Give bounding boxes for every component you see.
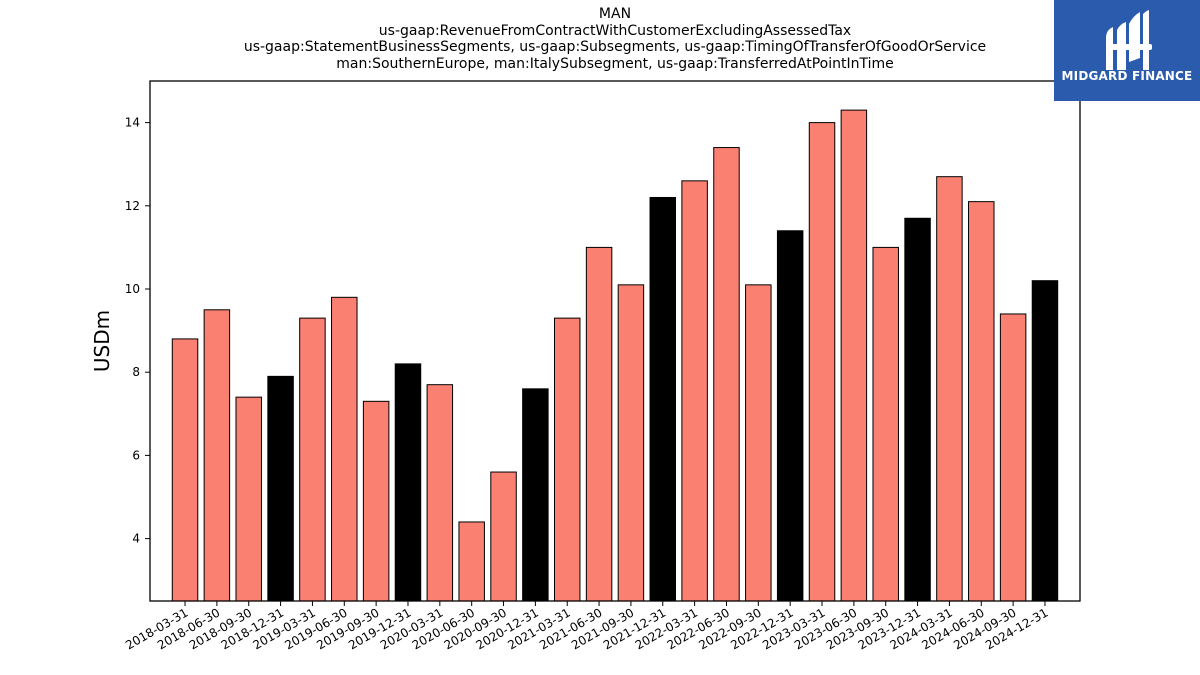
y-tick-label: 4	[132, 532, 140, 546]
bar	[585, 246, 613, 602]
y-tick-label: 8	[132, 365, 140, 379]
bar	[872, 246, 899, 602]
y-tick-label: 6	[132, 448, 140, 462]
bar	[776, 230, 804, 602]
bar	[617, 284, 645, 602]
bar	[171, 338, 199, 602]
bar	[267, 375, 294, 602]
logo-text: MIDGARD FINANCE	[1061, 69, 1193, 83]
bar	[522, 388, 549, 602]
bar	[426, 384, 454, 602]
bar	[840, 109, 868, 602]
bar	[331, 296, 358, 602]
bar	[1031, 280, 1059, 602]
bar	[745, 284, 772, 602]
title-line-ticker: MAN	[598, 6, 632, 22]
plot-frame	[149, 80, 1081, 602]
bar	[999, 313, 1027, 602]
bar	[904, 217, 931, 602]
bar	[936, 176, 963, 602]
y-axis-label: USDm	[90, 310, 114, 372]
bar	[808, 122, 836, 602]
bar	[299, 317, 326, 602]
bar	[235, 396, 262, 602]
bar	[362, 400, 390, 602]
midgard-finance-logo: MIDGARD FINANCE	[1054, 0, 1200, 101]
bar	[458, 521, 485, 602]
y-tick-label: 14	[125, 116, 140, 130]
bar	[713, 147, 740, 602]
chart-title: MAN us-gaap:RevenueFromContractWithCusto…	[150, 6, 1080, 72]
bar	[394, 363, 422, 602]
bar	[649, 196, 677, 602]
bar	[203, 309, 231, 602]
title-line-members: man:SouthernEurope, man:ItalySubsegment,…	[336, 55, 894, 72]
bar	[553, 317, 581, 602]
bar	[490, 471, 517, 602]
title-line-axes: us-gaap:StatementBusinessSegments, us-ga…	[243, 39, 987, 55]
title-line-concept: us-gaap:RevenueFromContractWithCustomerE…	[378, 22, 852, 39]
bar	[681, 180, 708, 602]
bar	[968, 201, 995, 602]
midgard-logo-icon	[1106, 10, 1152, 70]
y-tick-label: 10	[125, 282, 140, 296]
y-tick-label: 12	[125, 199, 140, 213]
